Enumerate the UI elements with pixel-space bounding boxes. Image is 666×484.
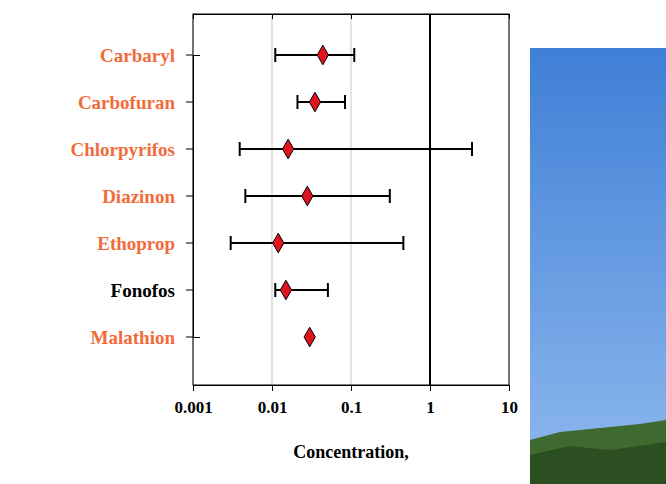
- y-tick-mark: [186, 290, 193, 291]
- point: [309, 92, 320, 112]
- grid-line: [430, 14, 431, 385]
- y-tick-mark: [186, 337, 193, 338]
- x-axis-top-line: [194, 15, 510, 20]
- x-tick-mark: [272, 385, 273, 391]
- x-top-tick-mark: [351, 14, 352, 19]
- category-label: Chlorpyrifos: [71, 139, 176, 160]
- error-bar-cap: [274, 283, 276, 297]
- photo: [530, 48, 666, 484]
- error-bar-cap: [327, 283, 329, 297]
- marks: [231, 45, 472, 347]
- error-bar-line: [240, 148, 472, 150]
- point: [280, 280, 291, 300]
- x-tick-mark: [193, 385, 194, 391]
- x-top-tick-mark: [430, 14, 431, 19]
- error-bar-cap: [353, 48, 355, 62]
- x-axis-title: Concentration,: [293, 442, 409, 462]
- x-top-tick-mark: [509, 14, 510, 19]
- y-tick: Carbaryl: [100, 45, 175, 66]
- x-top-tick: [509, 14, 510, 19]
- y-tick-mark: [186, 243, 193, 244]
- error-bar-line: [275, 54, 354, 56]
- point: [317, 45, 328, 65]
- error-bar-cap: [389, 189, 391, 203]
- y-tick-mark: [186, 149, 193, 150]
- y-tick: Ethoprop: [97, 233, 175, 254]
- x-top-tick: [193, 14, 194, 19]
- x-tick: 0.1: [341, 385, 362, 417]
- reference-line: [429, 14, 431, 385]
- x-tick: 0.001: [174, 385, 212, 417]
- y-tick: Chlorpyrifos: [71, 139, 176, 160]
- error-bar-cap: [274, 48, 276, 62]
- point: [304, 327, 315, 347]
- x-top-tick: [430, 14, 431, 19]
- photo-sky: [530, 48, 666, 484]
- x-tick-label: 1: [426, 398, 435, 417]
- x-tick-label: 0.001: [174, 398, 212, 417]
- error-bar-cap: [402, 236, 404, 250]
- x-top-tick-mark: [272, 14, 273, 19]
- error-bar-line: [245, 195, 389, 197]
- error-bar: [275, 48, 354, 62]
- error-bar-line: [231, 242, 404, 244]
- x-tick: 0.01: [258, 385, 288, 417]
- category-label: Ethoprop: [97, 233, 175, 254]
- error-bar: [245, 189, 389, 203]
- plot-frame: [193, 14, 509, 385]
- x-top-tick: [351, 14, 352, 19]
- grid-line: [272, 14, 273, 385]
- y-tick-mark: [186, 196, 193, 197]
- y-tick-mark: [186, 55, 193, 56]
- point: [282, 139, 293, 159]
- category-label: Carbaryl: [100, 45, 175, 66]
- y-tick: Carbofuran: [78, 92, 176, 113]
- x-tick-mark: [351, 385, 352, 391]
- error-bar-line: [297, 101, 345, 103]
- error-bar: [297, 95, 345, 109]
- x-tick-mark: [430, 385, 431, 391]
- x-tick: 1: [426, 385, 435, 417]
- x-axis-top: [194, 14, 510, 19]
- point: [273, 233, 284, 253]
- photo-trees: [530, 442, 666, 484]
- category-label: Malathion: [91, 327, 176, 348]
- category-label: Fonofos: [111, 280, 175, 301]
- grid-line: [351, 14, 352, 385]
- x-top-tick: [272, 14, 273, 19]
- error-bar: [240, 142, 472, 156]
- error-bar-cap: [344, 95, 346, 109]
- x-tick-label: 0.01: [258, 398, 288, 417]
- error-bar-cap: [296, 95, 298, 109]
- x-axis: 0.001 0.01 0.1 1 10: [174, 385, 518, 417]
- y-tick: Malathion: [91, 327, 176, 348]
- x-tick-label: 10: [501, 398, 518, 417]
- error-bar: [231, 236, 404, 250]
- error-bar-cap: [471, 142, 473, 156]
- y-axis-line: [194, 56, 201, 338]
- x-tick: 10: [501, 385, 518, 417]
- category-label: Diazinon: [102, 186, 175, 207]
- point: [302, 186, 313, 206]
- photo-hills: [530, 420, 666, 484]
- y-tick: Fonofos: [111, 280, 175, 301]
- error-bar-cap: [239, 142, 241, 156]
- category-label: Carbofuran: [78, 92, 176, 113]
- error-bar-cap: [244, 189, 246, 203]
- x-axis-line: [194, 386, 510, 392]
- x-tick-label: 0.1: [341, 398, 362, 417]
- y-tick: Diazinon: [102, 186, 175, 207]
- y-axis: Carbaryl Carbofuran Chlorpyrifos Diazinon Et…: [71, 45, 201, 348]
- x-top-tick-mark: [193, 14, 194, 19]
- x-tick-mark: [509, 385, 510, 391]
- y-tick-mark: [186, 102, 193, 103]
- error-bar-cap: [230, 236, 232, 250]
- grid: [193, 14, 509, 385]
